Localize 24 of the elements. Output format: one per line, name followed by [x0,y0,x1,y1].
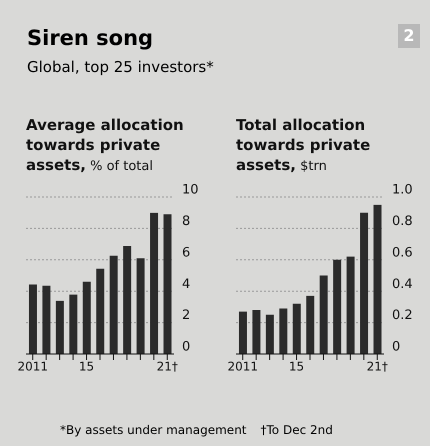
y-tick-label: 0 [182,340,190,355]
x-tick-label: 21† [366,360,388,374]
text: *By assets under management [60,423,247,437]
text: †To Dec 2nd [260,423,333,437]
y-tick-label: 0.2 [392,308,413,324]
x-tick-label: 15 [78,360,94,374]
y-tick-label: 8 [182,214,190,230]
x-tick-label: 2011 [17,360,48,374]
y-tick-label: 10 [182,182,199,198]
x-tick-label: 21† [156,360,178,374]
y-axis-title: Total allocation towards private assets, $trn [236,116,370,174]
y-tick-label: 0.4 [392,276,413,292]
y-axis-title: Average allocation towards private assets, % of total [26,116,184,174]
chart-title: Siren song [27,26,154,50]
y-tick-label: 0.8 [392,214,413,230]
y-tick-label: 0.6 [392,245,413,260]
chart-subtitle: Global, top 25 investors* [27,58,214,76]
x-tick-label: 15 [288,360,304,374]
y-tick-label: 0 [392,340,400,355]
y-tick-label: 1.0 [392,182,413,198]
y-tick-label: 2 [182,308,190,324]
y-tick-label: 4 [182,276,190,292]
y-tick-label: 6 [182,245,190,260]
x-tick-label: 2011 [227,360,258,374]
